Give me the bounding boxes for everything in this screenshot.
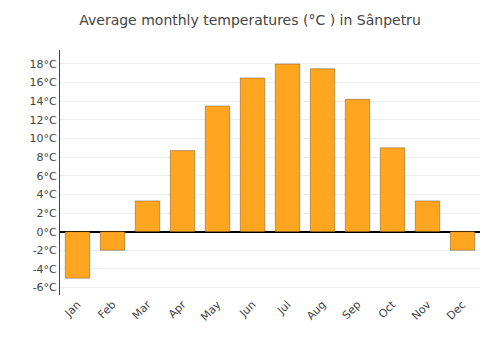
svg-text:-4°C: -4°C — [33, 263, 57, 276]
svg-text:Oct: Oct — [376, 298, 399, 321]
svg-text:8°C: 8°C — [37, 151, 57, 164]
svg-text:18°C: 18°C — [30, 58, 57, 71]
svg-text:0°C: 0°C — [37, 226, 57, 239]
svg-text:Jun: Jun — [236, 298, 258, 320]
svg-text:May: May — [198, 298, 224, 324]
svg-text:16°C: 16°C — [30, 76, 57, 89]
svg-text:-2°C: -2°C — [33, 244, 57, 257]
svg-text:4°C: 4°C — [37, 188, 57, 201]
svg-text:Jul: Jul — [274, 298, 293, 317]
svg-text:Aug: Aug — [304, 298, 328, 322]
svg-text:Apr: Apr — [166, 298, 189, 321]
svg-text:Sep: Sep — [340, 298, 364, 322]
svg-text:Mar: Mar — [130, 298, 154, 322]
svg-text:Feb: Feb — [96, 298, 119, 321]
svg-text:Nov: Nov — [409, 298, 434, 323]
svg-text:-6°C: -6°C — [33, 281, 57, 294]
svg-text:Jan: Jan — [62, 298, 84, 320]
svg-text:Dec: Dec — [444, 298, 468, 322]
svg-text:2°C: 2°C — [37, 207, 57, 220]
svg-text:14°C: 14°C — [30, 95, 57, 108]
svg-text:6°C: 6°C — [37, 170, 57, 183]
svg-text:Average monthly temperatures (: Average monthly temperatures (°C ) in Sâ… — [79, 12, 421, 28]
svg-text:10°C: 10°C — [30, 132, 57, 145]
svg-text:12°C: 12°C — [30, 114, 57, 127]
